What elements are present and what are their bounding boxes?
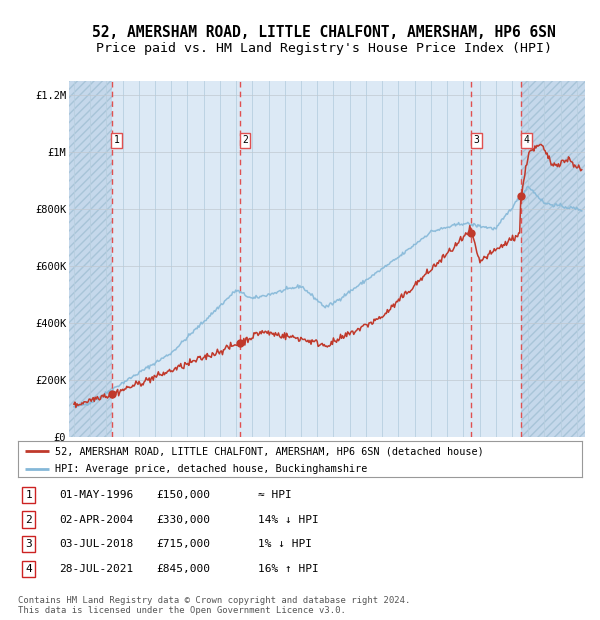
Text: £845,000: £845,000	[156, 564, 210, 574]
Text: 4: 4	[523, 136, 529, 146]
Text: 2: 2	[242, 136, 248, 146]
Text: 52, AMERSHAM ROAD, LITTLE CHALFONT, AMERSHAM, HP6 6SN: 52, AMERSHAM ROAD, LITTLE CHALFONT, AMER…	[92, 25, 556, 40]
Text: 4: 4	[25, 564, 32, 574]
Text: 1: 1	[113, 136, 119, 146]
Text: ≈ HPI: ≈ HPI	[258, 490, 292, 500]
Text: 14% ↓ HPI: 14% ↓ HPI	[258, 515, 319, 525]
Bar	[521, 81, 585, 437]
Bar	[521, 81, 585, 437]
Text: 16% ↑ HPI: 16% ↑ HPI	[258, 564, 319, 574]
Bar	[69, 81, 112, 437]
Text: 1% ↓ HPI: 1% ↓ HPI	[258, 539, 312, 549]
Text: £330,000: £330,000	[156, 515, 210, 525]
Text: £150,000: £150,000	[156, 490, 210, 500]
Text: 1: 1	[25, 490, 32, 500]
Text: Price paid vs. HM Land Registry's House Price Index (HPI): Price paid vs. HM Land Registry's House …	[96, 42, 552, 55]
Text: £715,000: £715,000	[156, 539, 210, 549]
Text: 02-APR-2004: 02-APR-2004	[59, 515, 133, 525]
Bar	[69, 81, 112, 437]
Text: 2: 2	[25, 515, 32, 525]
Text: 28-JUL-2021: 28-JUL-2021	[59, 564, 133, 574]
Text: 3: 3	[473, 136, 479, 146]
Text: 52, AMERSHAM ROAD, LITTLE CHALFONT, AMERSHAM, HP6 6SN (detached house): 52, AMERSHAM ROAD, LITTLE CHALFONT, AMER…	[55, 446, 484, 456]
Text: 3: 3	[25, 539, 32, 549]
Text: 01-MAY-1996: 01-MAY-1996	[59, 490, 133, 500]
Text: Contains HM Land Registry data © Crown copyright and database right 2024.
This d: Contains HM Land Registry data © Crown c…	[18, 596, 410, 615]
Text: HPI: Average price, detached house, Buckinghamshire: HPI: Average price, detached house, Buck…	[55, 464, 367, 474]
Text: 03-JUL-2018: 03-JUL-2018	[59, 539, 133, 549]
